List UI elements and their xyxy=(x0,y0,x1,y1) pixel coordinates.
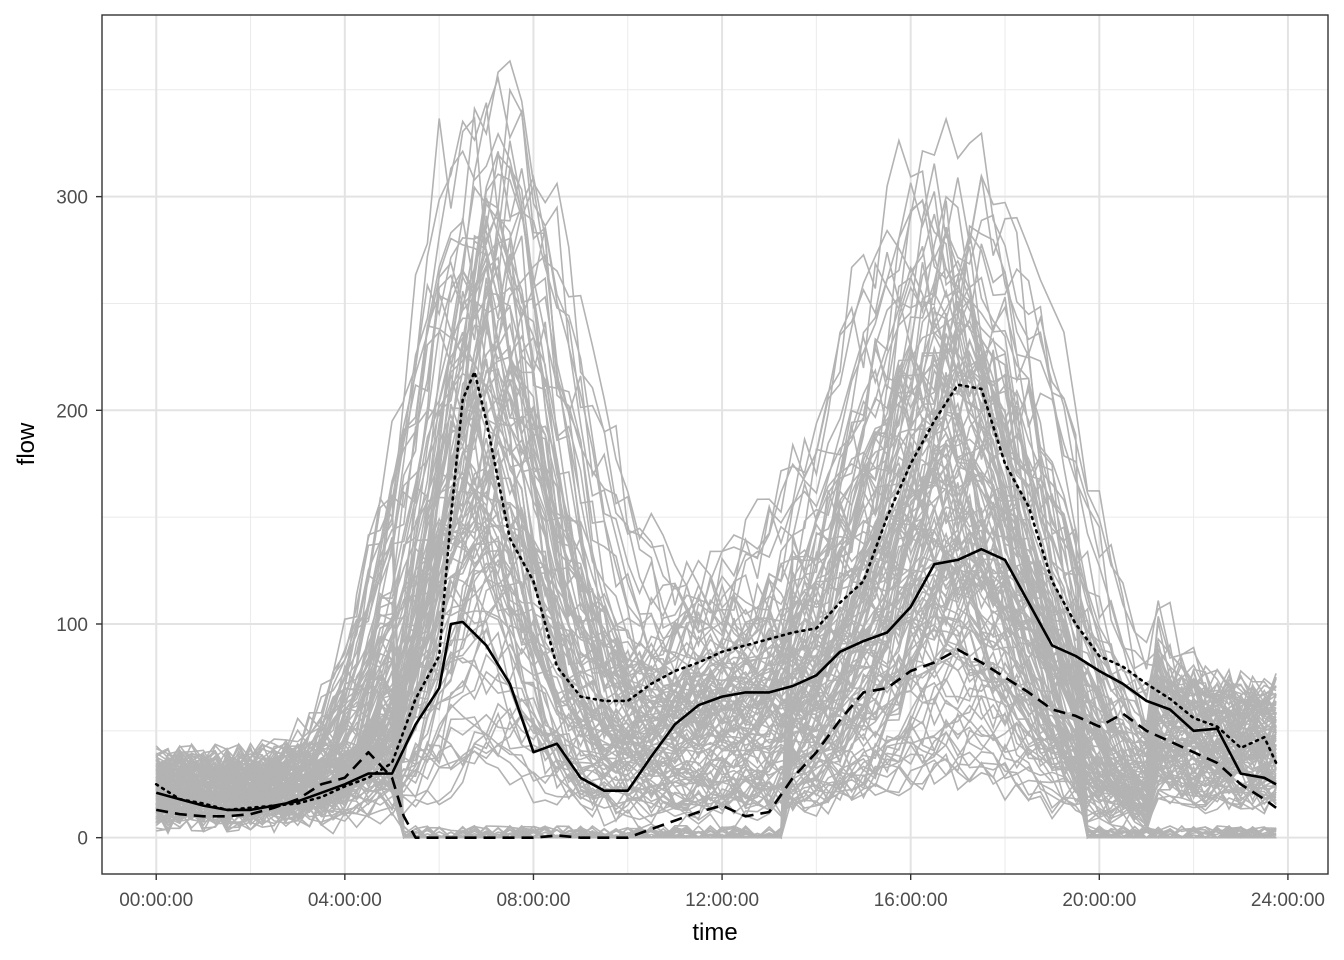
plot-border xyxy=(101,14,1329,875)
dashed-summary-line xyxy=(155,648,1277,839)
x-tick-label: 20:00:00 xyxy=(1062,890,1136,911)
x-tick-label: 16:00:00 xyxy=(874,890,948,911)
background-flow-line xyxy=(155,537,1277,829)
y-tick-label: 100 xyxy=(56,615,88,636)
background-flow-line xyxy=(155,470,1277,813)
background-flow-lines xyxy=(155,59,1277,840)
y-tick-label: 0 xyxy=(77,829,88,850)
x-tick-label: 04:00:00 xyxy=(308,890,382,911)
background-flow-line xyxy=(155,610,1277,831)
background-flow-line xyxy=(155,624,1277,809)
background-flow-line xyxy=(155,488,1277,788)
x-axis: 00:00:00 04:00:00 08:00:00 12:00:00 16:00:00… xyxy=(119,874,1325,911)
x-tick-label: 00:00:00 xyxy=(119,890,193,911)
dotted-summary-line xyxy=(154,370,1278,812)
y-tick-label: 300 xyxy=(56,188,88,209)
x-tick-label: 12:00:00 xyxy=(685,890,759,911)
background-flow-line xyxy=(155,441,1277,812)
solid-summary-line xyxy=(155,547,1277,812)
x-axis-title: time xyxy=(692,919,737,946)
y-axis-title: flow xyxy=(13,422,40,465)
background-flow-line xyxy=(155,59,1277,832)
x-tick-label: 24:00:00 xyxy=(1251,890,1325,911)
y-tick-label: 200 xyxy=(56,401,88,422)
background-flow-line xyxy=(155,651,1277,817)
background-flow-line xyxy=(155,237,1277,806)
x-tick-label: 08:00:00 xyxy=(496,890,570,911)
y-axis: 0 100 200 300 xyxy=(56,188,102,850)
background-flow-line xyxy=(155,452,1277,811)
background-flow-line xyxy=(156,649,1277,817)
summary-lines xyxy=(154,370,1278,839)
background-flow-line xyxy=(156,647,1277,818)
